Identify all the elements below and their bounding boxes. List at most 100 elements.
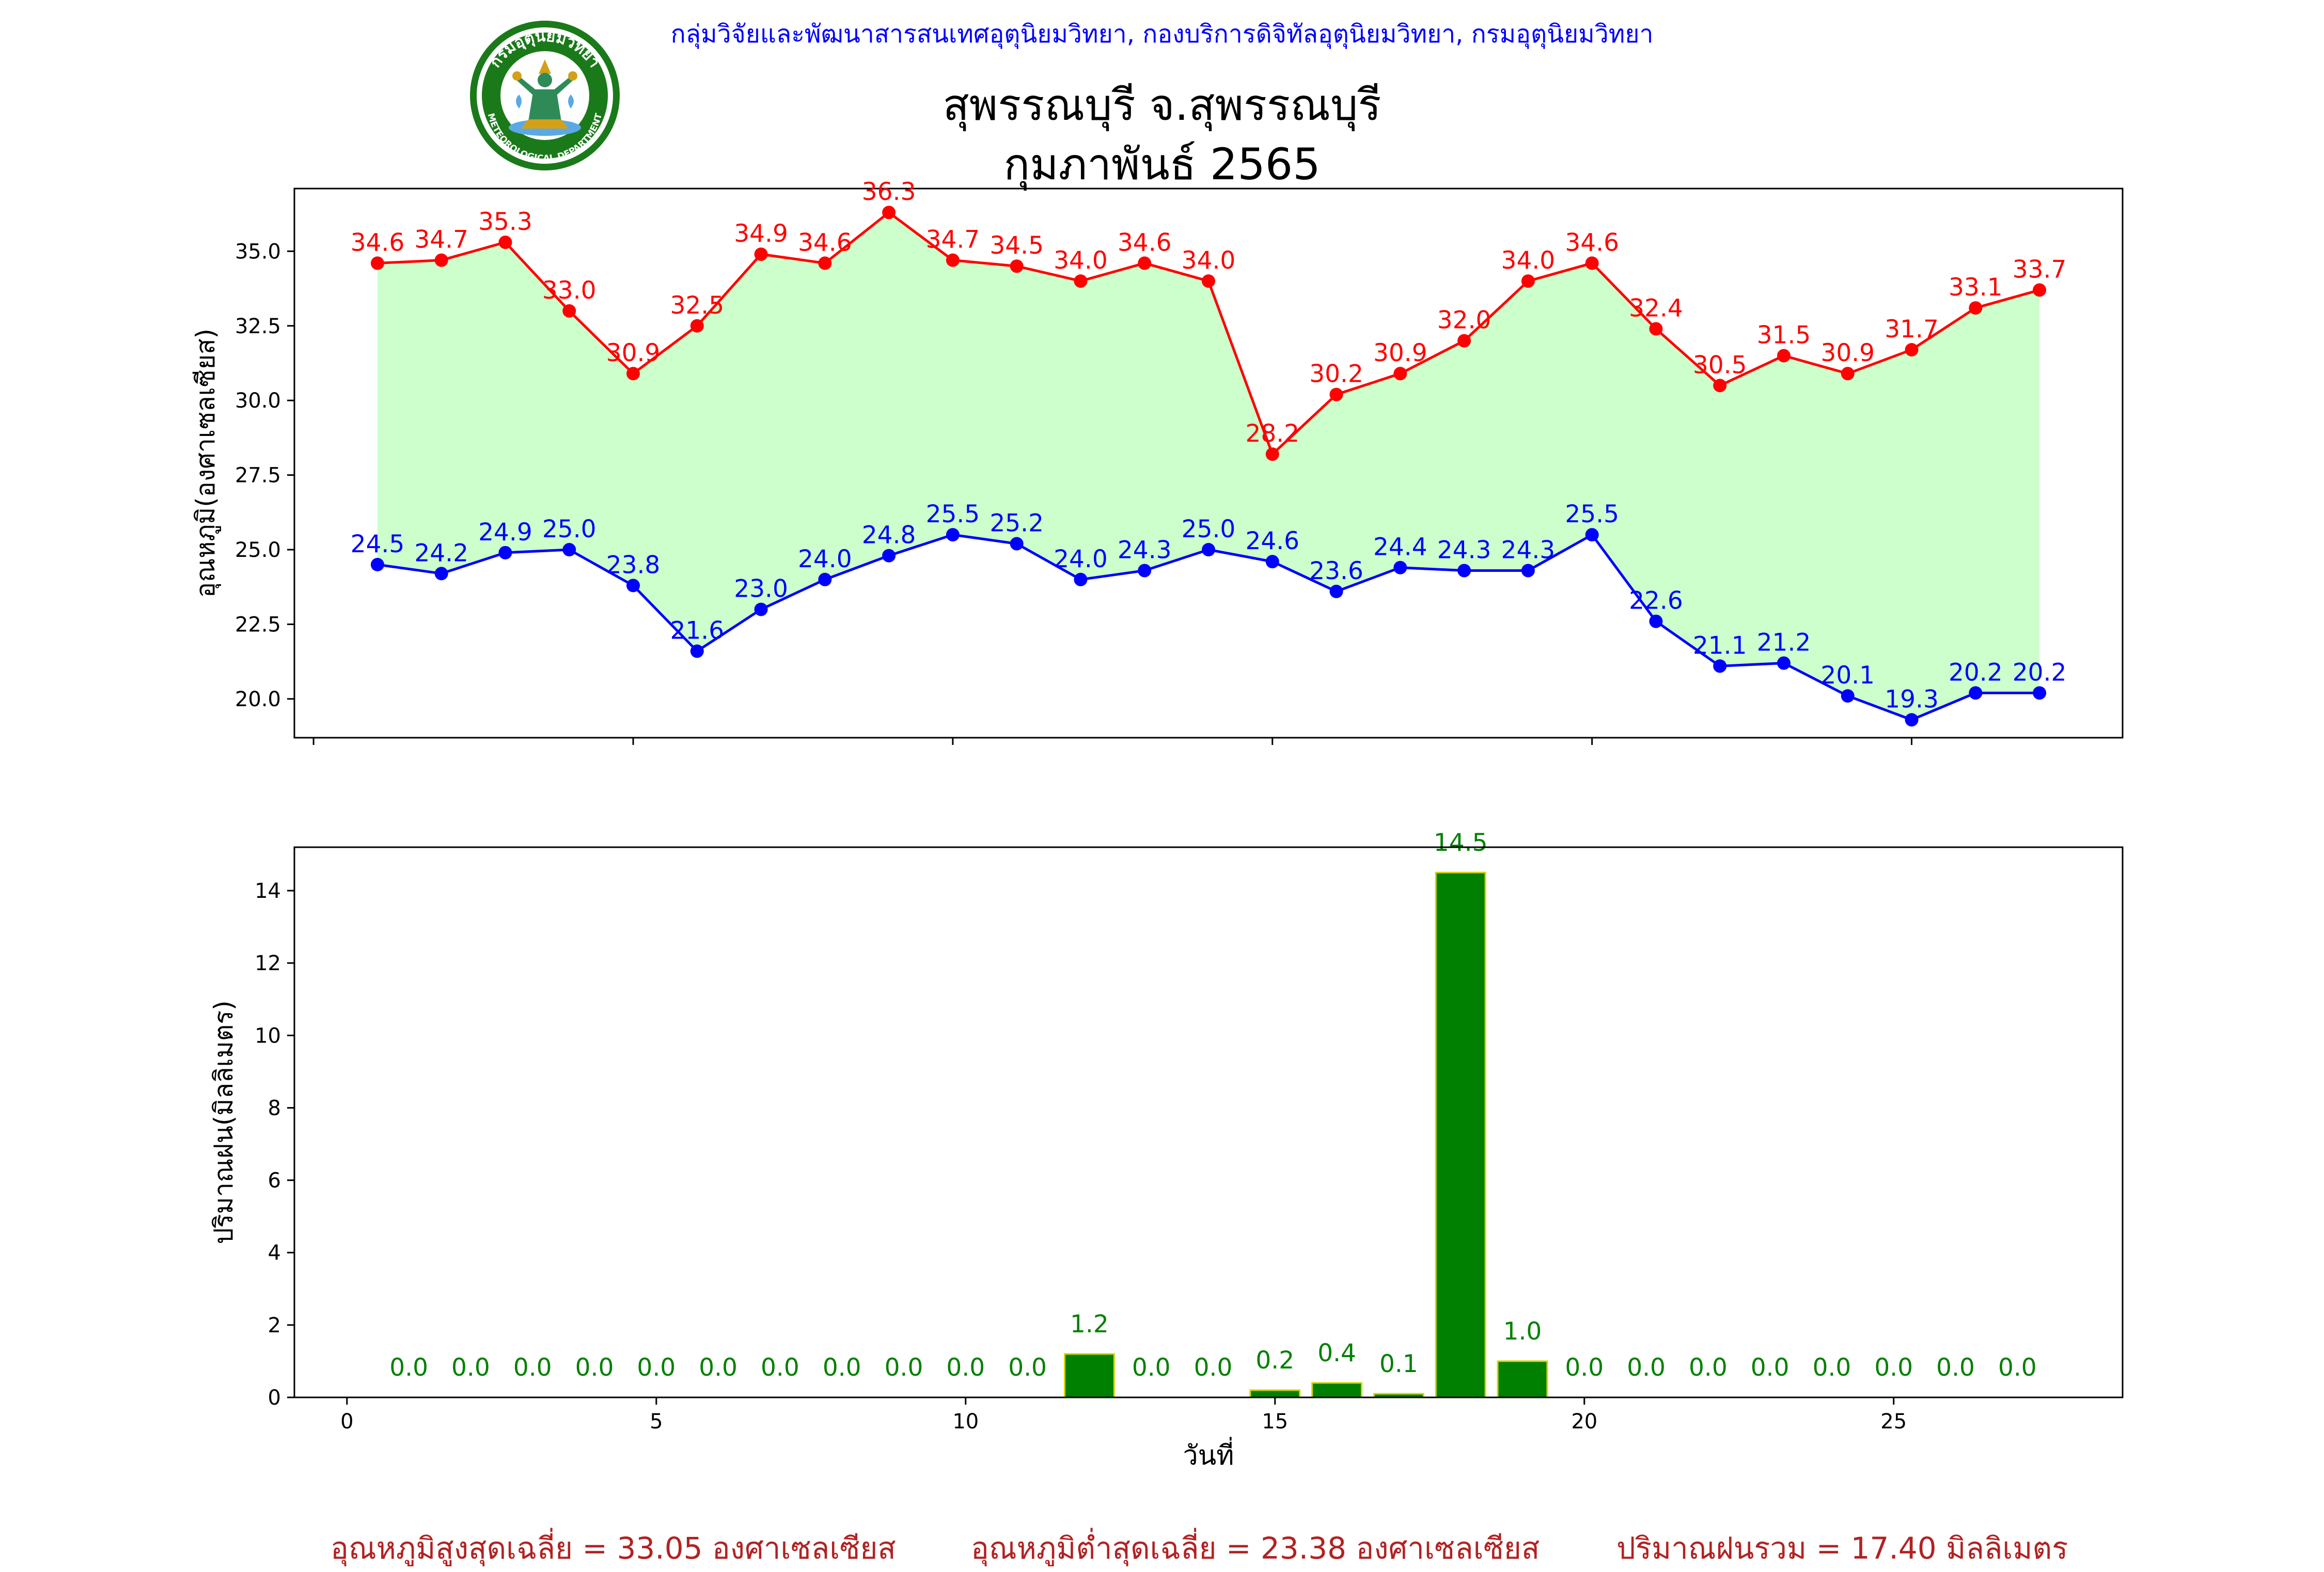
rainfall-x-tick-label: 5 xyxy=(650,1410,663,1434)
max-temperature-label: 34.6 xyxy=(1118,228,1172,257)
max-temperature-point xyxy=(1649,322,1663,336)
max-temperature-point xyxy=(1841,367,1855,381)
max-temperature-label: 34.5 xyxy=(990,231,1044,260)
max-temperature-point xyxy=(1010,259,1024,273)
max-temperature-point xyxy=(1585,256,1599,270)
min-temperature-label: 22.6 xyxy=(1629,587,1683,615)
rainfall-value-label: 0.0 xyxy=(1936,1353,1975,1382)
min-temperature-label: 24.3 xyxy=(1118,536,1172,564)
rainfall-y-tick-label: 2 xyxy=(268,1314,281,1337)
summary-max-temp-average: อุณหภูมิสูงสุดเฉลี่ย = 33.05 องศาเซลเซีย… xyxy=(331,1531,896,1566)
min-temperature-label: 24.6 xyxy=(1245,527,1299,555)
min-temperature-point xyxy=(690,644,704,658)
rainfall-x-tick-label: 20 xyxy=(1571,1410,1597,1434)
max-temperature-point xyxy=(626,367,640,381)
max-temperature-point xyxy=(1905,343,1919,356)
max-temperature-point xyxy=(2033,283,2047,297)
min-temperature-label: 23.6 xyxy=(1309,557,1363,585)
min-temperature-point xyxy=(434,567,448,581)
rainfall-value-label: 0.0 xyxy=(946,1353,985,1382)
temperature-y-tick-label: 20.0 xyxy=(235,688,281,711)
max-temperature-label: 33.1 xyxy=(1949,273,2003,302)
min-temperature-point xyxy=(1585,528,1599,542)
min-temperature-point xyxy=(1074,572,1088,586)
max-temperature-point xyxy=(1393,367,1407,381)
rainfall-x-axis-label: วันที่ xyxy=(1183,1437,1234,1471)
max-temperature-point xyxy=(1713,379,1727,393)
rainfall-value-label: 0.0 xyxy=(1998,1353,2037,1382)
max-temperature-label: 32.5 xyxy=(670,291,724,320)
logo-deity-figure xyxy=(509,59,581,136)
max-temperature-label: 33.7 xyxy=(2013,255,2067,284)
min-temperature-label: 24.9 xyxy=(478,518,532,547)
min-temperature-point xyxy=(1329,584,1343,598)
rainfall-value-label: 1.2 xyxy=(1070,1310,1109,1338)
rainfall-y-tick-label: 0 xyxy=(268,1386,281,1410)
summary-total-rainfall: ปริมาณฝนรวม = 17.40 มิลลิเมตร xyxy=(1616,1531,2068,1566)
min-temperature-label: 21.2 xyxy=(1757,629,1811,657)
max-temperature-label: 33.0 xyxy=(542,276,596,305)
rainfall-value-label: 0.1 xyxy=(1379,1350,1418,1378)
min-temperature-label: 24.2 xyxy=(414,539,468,567)
min-temperature-label: 24.0 xyxy=(1054,545,1108,573)
rainfall-x-tick-label: 25 xyxy=(1880,1410,1907,1434)
min-temperature-point xyxy=(1841,689,1855,703)
rainfall-value-label: 0.0 xyxy=(761,1353,799,1382)
temperature-y-tick-label: 30.0 xyxy=(235,389,281,413)
rainfall-y-tick-label: 6 xyxy=(268,1169,281,1193)
min-temperature-point xyxy=(1202,543,1215,557)
min-temperature-label: 23.8 xyxy=(606,551,661,579)
min-temperature-label: 25.5 xyxy=(926,500,980,528)
rainfall-value-label: 0.0 xyxy=(513,1353,552,1382)
max-temperature-point xyxy=(1969,301,1983,315)
agency-title: กลุ่มวิจัยและพัฒนาสารสนเทศอุตุนิยมวิทยา,… xyxy=(670,20,1654,49)
min-temperature-point xyxy=(1713,659,1727,673)
rainfall-bar xyxy=(1311,1382,1362,1398)
rainfall-value-label: 0.0 xyxy=(575,1353,614,1382)
rainfall-value-label: 0.0 xyxy=(699,1353,737,1382)
temperature-y-tick-label: 32.5 xyxy=(235,315,281,338)
max-temperature-label: 34.6 xyxy=(1565,228,1619,257)
max-temperature-point xyxy=(1777,349,1791,363)
rainfall-value-label: 0.0 xyxy=(1565,1353,1604,1382)
max-temperature-label: 34.7 xyxy=(414,226,468,254)
min-temperature-label: 23.0 xyxy=(734,575,788,603)
rainfall-value-label: 0.0 xyxy=(1874,1353,1913,1382)
min-temperature-point xyxy=(1649,614,1663,628)
rainfall-bar xyxy=(1063,1353,1115,1398)
min-temperature-label: 24.3 xyxy=(1437,536,1491,564)
rainfall-value-label: 0.0 xyxy=(637,1353,676,1382)
min-temperature-label: 21.1 xyxy=(1693,631,1747,660)
max-temperature-point xyxy=(754,247,768,261)
min-temperature-label: 20.2 xyxy=(1949,658,2003,687)
rainfall-value-label: 0.0 xyxy=(1751,1353,1789,1382)
max-temperature-point xyxy=(882,206,896,220)
max-temperature-point xyxy=(562,304,576,318)
min-temperature-label: 25.5 xyxy=(1565,500,1619,528)
max-temperature-label: 28.2 xyxy=(1245,419,1299,448)
temperature-chart: 051015202520.022.525.027.530.032.535.0อุ… xyxy=(191,178,2124,745)
min-temperature-label: 24.8 xyxy=(862,521,916,550)
max-temperature-point xyxy=(1457,334,1471,348)
min-temperature-point xyxy=(754,602,768,616)
max-temperature-point xyxy=(1265,447,1279,461)
max-temperature-point xyxy=(498,235,512,249)
max-temperature-point xyxy=(946,253,960,267)
min-temperature-label: 24.0 xyxy=(798,545,852,573)
temperature-y-tick-label: 25.0 xyxy=(235,538,281,562)
meteorological-department-logo: กรมอุตุนิยมวิทยา METEOROLOGICAL DEPARTME… xyxy=(470,21,620,170)
min-temperature-label: 20.1 xyxy=(1820,661,1875,690)
min-temperature-point xyxy=(1393,561,1407,574)
max-temperature-label: 34.6 xyxy=(351,228,405,257)
rainfall-y-tick-label: 12 xyxy=(255,952,281,975)
min-temperature-point xyxy=(1010,537,1024,551)
rainfall-value-label: 0.0 xyxy=(389,1353,428,1382)
temperature-y-axis-label: อุณหภูมิ(องศาเซลเซียส) xyxy=(191,329,221,598)
max-temperature-point xyxy=(370,256,384,270)
min-temperature-label: 24.5 xyxy=(351,530,405,558)
max-temperature-point xyxy=(1329,387,1343,401)
min-temperature-label: 21.6 xyxy=(670,616,724,645)
min-temperature-point xyxy=(498,546,512,559)
min-temperature-point xyxy=(626,579,640,593)
min-temperature-label: 24.4 xyxy=(1373,533,1427,562)
